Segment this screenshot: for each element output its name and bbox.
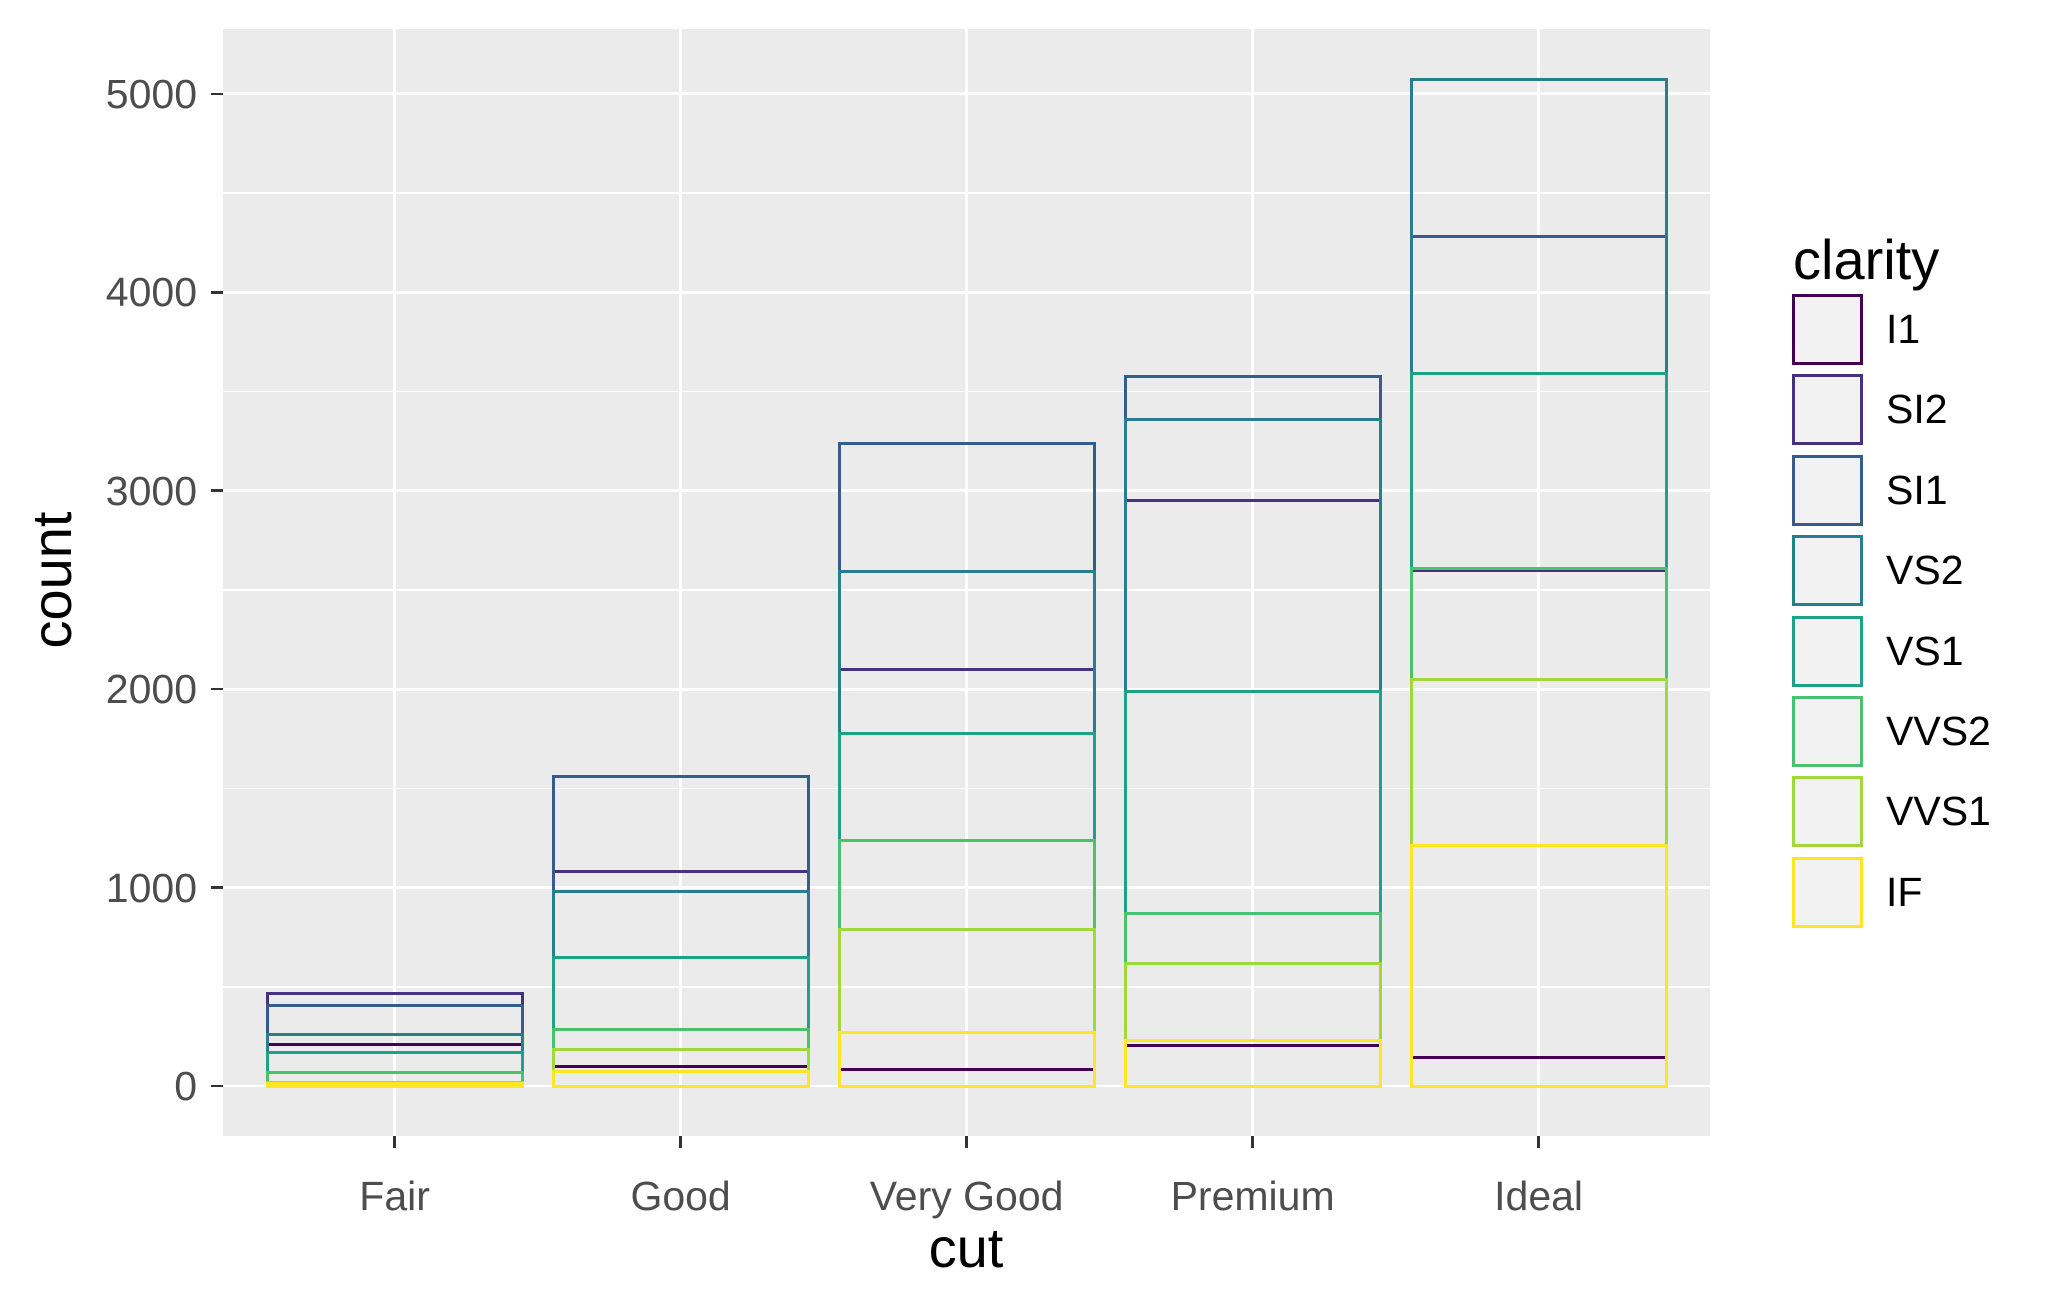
legend-key-vvs1 bbox=[1792, 776, 1863, 848]
legend-label-vs2: VS2 bbox=[1886, 547, 1964, 594]
y-axis-tick-label: 3000 bbox=[105, 467, 197, 514]
legend-key-i1 bbox=[1792, 294, 1863, 365]
gridline-major-x bbox=[393, 29, 396, 1136]
legend-label-si1: SI1 bbox=[1886, 466, 1948, 513]
gridline-major-x bbox=[1251, 29, 1254, 1136]
x-axis-tick-label: Very Good bbox=[869, 1173, 1064, 1219]
x-axis-tick bbox=[393, 1136, 396, 1148]
x-axis-title: cut bbox=[928, 1216, 1004, 1279]
y-axis-tick bbox=[211, 92, 223, 96]
y-axis-tick bbox=[211, 290, 223, 294]
x-axis-tick bbox=[1251, 1136, 1254, 1148]
y-axis-tick-label: 5000 bbox=[105, 70, 197, 117]
legend-key-vs1 bbox=[1792, 615, 1863, 687]
y-axis-tick-label: 4000 bbox=[105, 269, 197, 316]
y-axis-tick-label: 0 bbox=[174, 1063, 197, 1109]
legend-label-if: IF bbox=[1886, 868, 1923, 915]
y-axis-tick bbox=[211, 489, 223, 492]
gridline-major-x bbox=[1537, 29, 1540, 1136]
legend-key-si2 bbox=[1792, 374, 1863, 446]
x-axis-tick-label: Premium bbox=[1170, 1173, 1335, 1219]
plot-panel bbox=[223, 29, 1710, 1136]
y-axis-title: count bbox=[20, 511, 83, 649]
y-axis-tick-label: 2000 bbox=[105, 666, 197, 713]
legend-label-vs1: VS1 bbox=[1886, 627, 1964, 674]
bar-segment-premium-if bbox=[1123, 1038, 1382, 1088]
legend-label-i1: I1 bbox=[1886, 306, 1921, 352]
legend-key-vvs2 bbox=[1792, 696, 1863, 767]
y-axis-tick bbox=[211, 886, 223, 889]
x-axis-tick bbox=[679, 1136, 682, 1148]
x-axis-tick-label: Fair bbox=[359, 1173, 430, 1219]
gridline-major-x bbox=[965, 29, 968, 1136]
x-axis-tick bbox=[1537, 1136, 1540, 1148]
gridline-major-x bbox=[679, 29, 682, 1136]
legend-label-si2: SI2 bbox=[1886, 386, 1948, 433]
bar-segment-good-if bbox=[551, 1070, 810, 1088]
legend-key-si1 bbox=[1792, 454, 1863, 526]
x-axis-tick-label: Good bbox=[630, 1173, 731, 1219]
x-axis-tick bbox=[965, 1136, 968, 1148]
bar-segment-ideal-if bbox=[1409, 844, 1668, 1088]
legend-title: clarity bbox=[1793, 228, 1940, 291]
legend-key-if bbox=[1792, 856, 1863, 928]
bar-segment-fair-if bbox=[265, 1081, 524, 1088]
y-axis-tick-label: 1000 bbox=[105, 864, 197, 911]
legend-label-vvs2: VVS2 bbox=[1886, 708, 1991, 754]
bar-segment-very-good-if bbox=[837, 1031, 1096, 1088]
legend-key-vs2 bbox=[1792, 535, 1863, 607]
legend-label-vvs1: VVS1 bbox=[1886, 788, 1991, 835]
y-axis-tick bbox=[211, 687, 223, 691]
x-axis-tick-label: Ideal bbox=[1494, 1173, 1584, 1219]
y-axis-tick bbox=[211, 1084, 223, 1088]
